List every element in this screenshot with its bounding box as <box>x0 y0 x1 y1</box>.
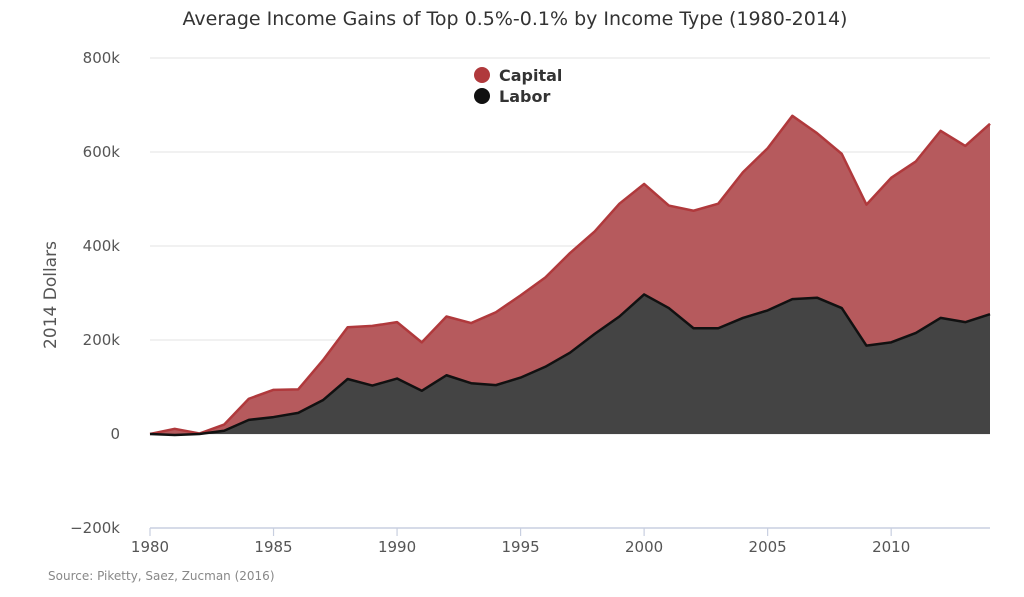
series-lines <box>149 114 991 437</box>
x-axis-ticks: 1980 1985 1990 1995 2000 2005 2010 <box>131 528 910 556</box>
legend-labor-label[interactable]: Labor <box>499 87 550 106</box>
x-tick-label: 1985 <box>254 538 292 556</box>
x-tick-label: 1995 <box>501 538 539 556</box>
chart-title: Average Income Gains of Top 0.5%-0.1% by… <box>183 8 848 30</box>
y-axis-ticks: −200k 0 200k 400k 600k 800k <box>70 49 120 537</box>
y-tick-label: 200k <box>83 331 121 349</box>
y-tick-label: 800k <box>83 49 121 67</box>
source-note: Source: Piketty, Saez, Zucman (2016) <box>48 569 275 583</box>
y-tick-label: 400k <box>83 237 121 255</box>
labor-line[interactable] <box>149 293 991 437</box>
capital-area <box>150 115 990 435</box>
legend-capital-label[interactable]: Capital <box>499 66 562 85</box>
capital-line[interactable] <box>149 114 991 436</box>
legend: Capital Labor <box>474 66 562 106</box>
y-tick-label: −200k <box>70 519 120 537</box>
x-tick-label: 1990 <box>378 538 416 556</box>
legend-labor-marker[interactable] <box>474 88 490 104</box>
legend-capital-marker[interactable] <box>474 67 490 83</box>
y-axis-label: 2014 Dollars <box>41 241 61 349</box>
y-tick-label: 600k <box>83 143 121 161</box>
x-tick-label: 2010 <box>872 538 910 556</box>
x-tick-label: 2000 <box>625 538 663 556</box>
x-tick-label: 1980 <box>131 538 169 556</box>
y-tick-label: 0 <box>110 425 120 443</box>
area-series <box>150 115 990 435</box>
x-tick-label: 2005 <box>749 538 787 556</box>
labor-area <box>150 294 990 435</box>
